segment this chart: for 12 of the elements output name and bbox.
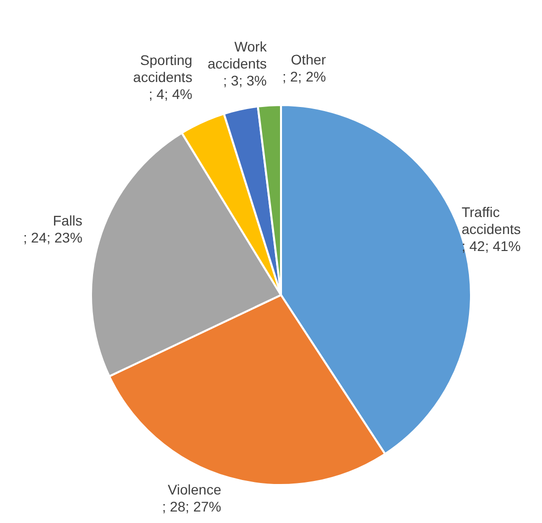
data-label: ; 2; 2%: [282, 68, 326, 85]
slice-label: Falls: [52, 212, 82, 229]
data-label: ; 28; 27%: [162, 498, 222, 515]
slice-label: Other: [290, 52, 326, 68]
slice-label: Work accidents: [208, 38, 268, 72]
slice-label: Sporting accidents: [133, 52, 192, 86]
data-label: ; 3; 3%: [223, 72, 267, 89]
slice-label: Violence: [168, 482, 222, 498]
data-label: ; 42; 41%: [462, 238, 521, 254]
data-label: ; 24; 23%: [23, 230, 82, 246]
data-label: ; 4; 4%: [148, 86, 192, 103]
slice-label: Traffic accidents: [462, 204, 521, 238]
